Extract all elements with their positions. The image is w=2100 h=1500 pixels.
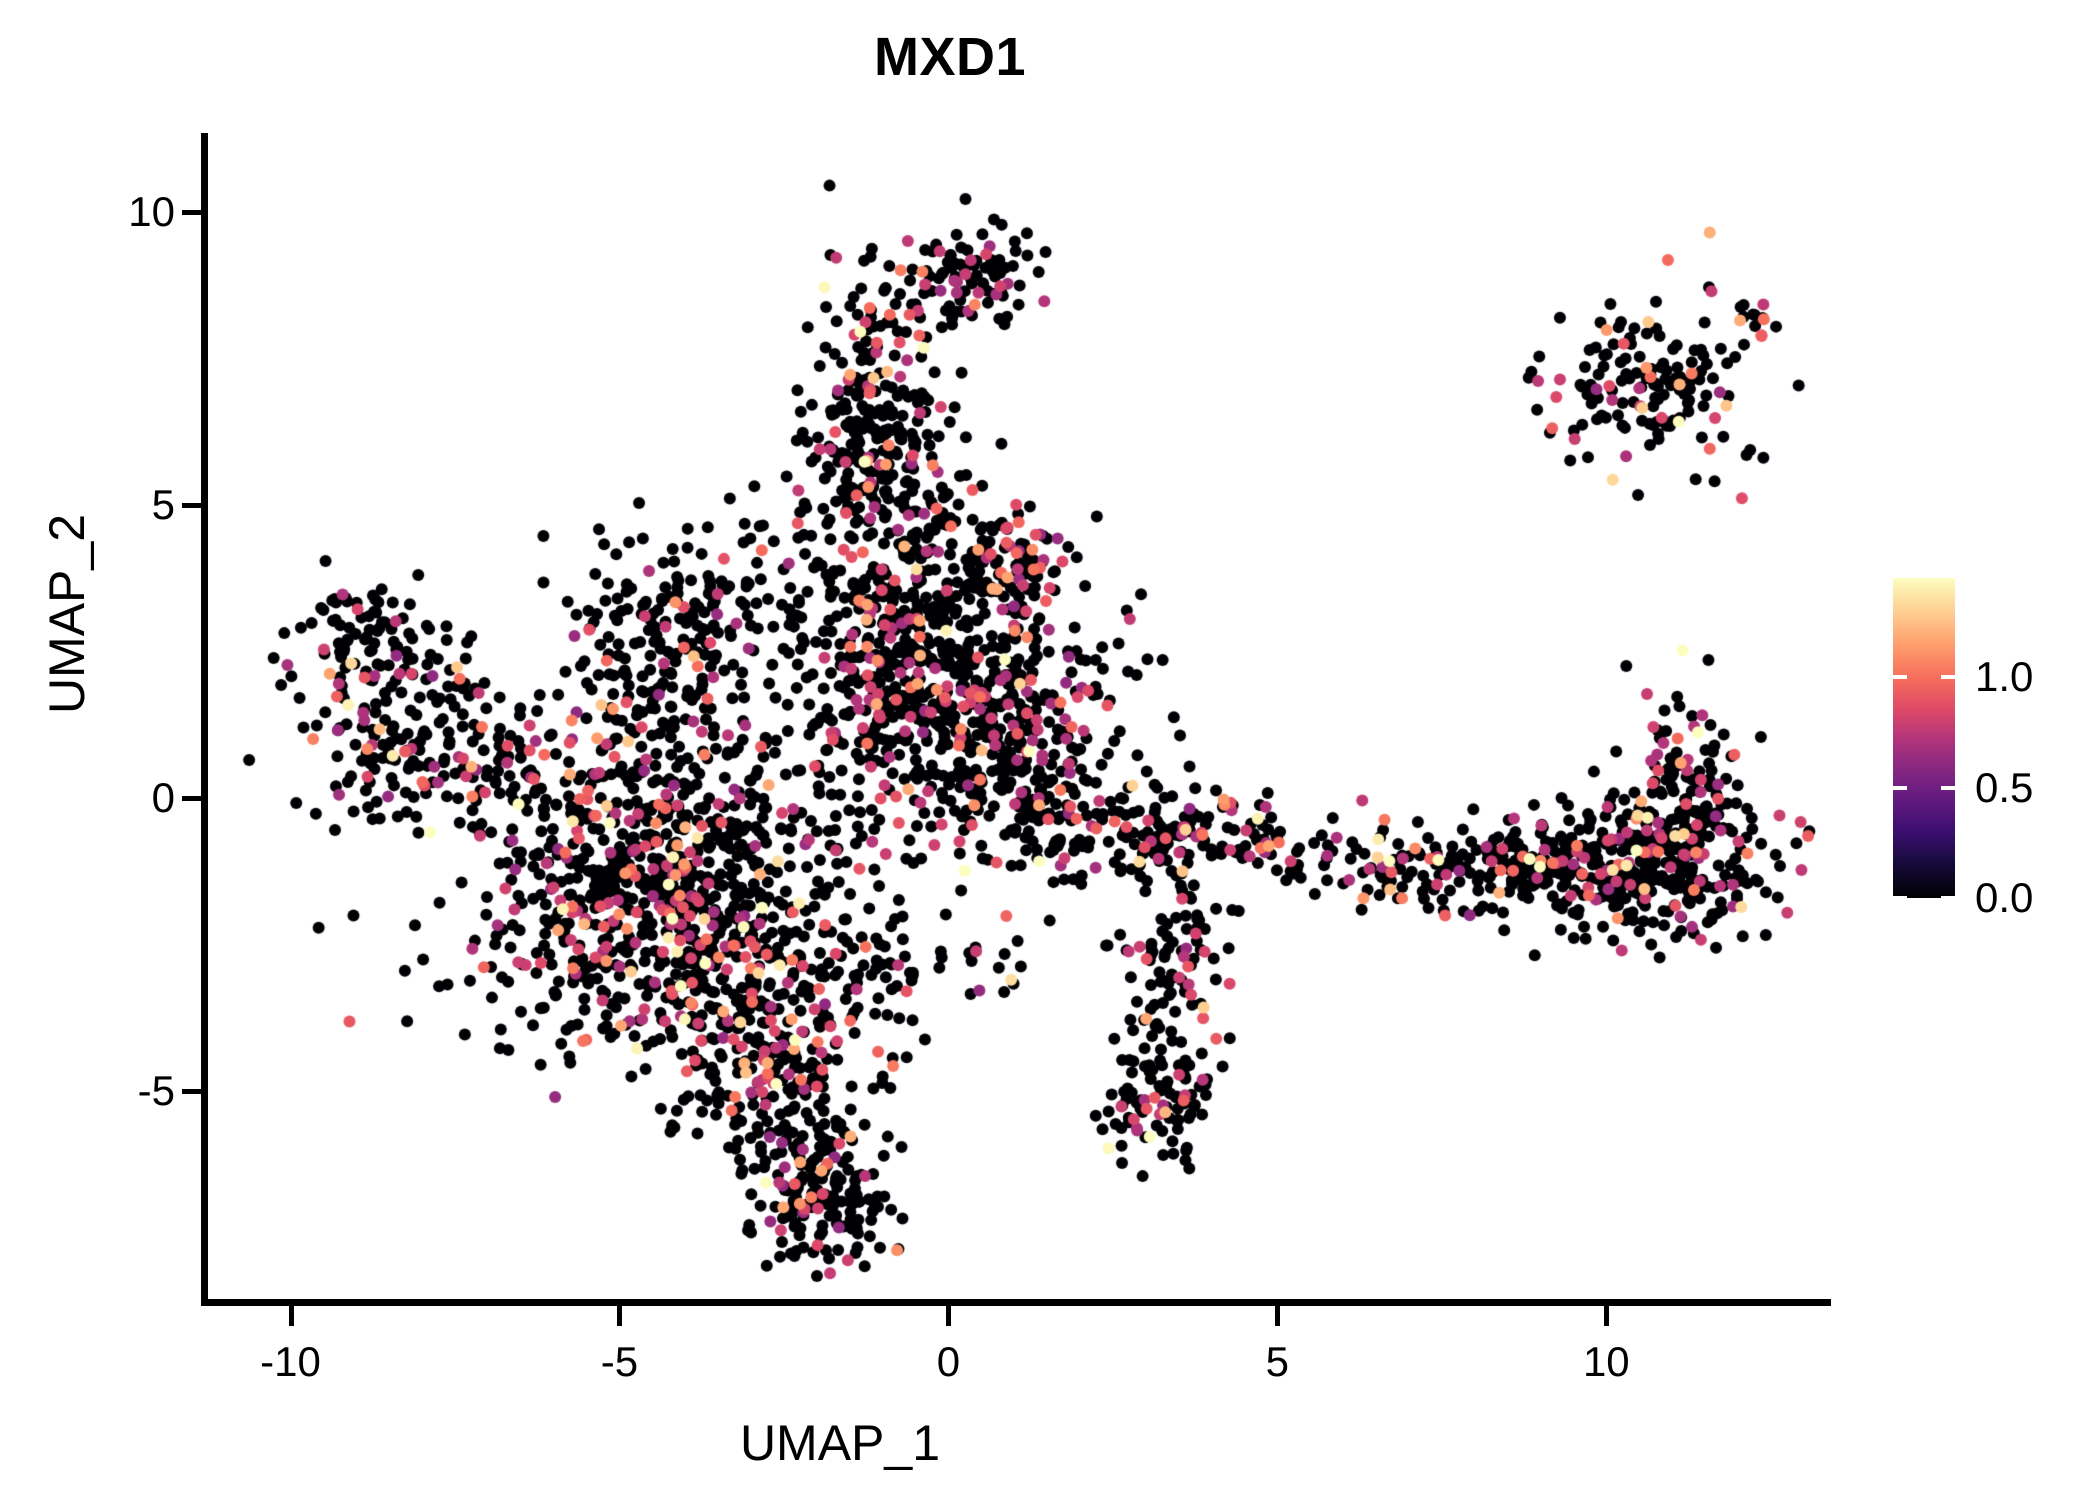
- x-tick-mark: [946, 1306, 952, 1326]
- y-tick-label: 0: [151, 774, 175, 822]
- y-tick-mark: [182, 1089, 202, 1095]
- colorbar-tick-mark: [1941, 896, 1955, 900]
- x-tick-mark: [1275, 1306, 1281, 1326]
- x-axis-line: [201, 1299, 1831, 1306]
- x-tick-label: 0: [936, 1338, 961, 1385]
- colorbar-tick-mark: [1893, 785, 1907, 790]
- x-tick-mark: [288, 1306, 294, 1326]
- colorbar-tick-mark: [1893, 675, 1907, 680]
- colorbar-tick-mark: [1941, 675, 1955, 680]
- y-axis-line: [201, 133, 208, 1305]
- y-tick-label: 5: [151, 481, 175, 529]
- colorbar-tick-label: 0.0: [1975, 874, 2034, 921]
- x-axis-title: UMAP_1: [739, 1415, 941, 1471]
- colorbar-gradient: [1893, 578, 1955, 898]
- y-tick-label: -5: [137, 1067, 175, 1115]
- y-axis-title: UMAP_2: [39, 513, 95, 715]
- colorbar-tick-label: 1.0: [1975, 653, 2034, 701]
- colorbar-tick-label: 0.5: [1975, 763, 2034, 811]
- x-tick-mark: [617, 1306, 623, 1326]
- y-tick-mark: [182, 796, 202, 802]
- x-tick-label: -5: [600, 1338, 639, 1385]
- x-tick-mark: [1604, 1306, 1610, 1326]
- x-tick-label: 5: [1265, 1338, 1290, 1385]
- y-tick-mark: [182, 503, 202, 509]
- y-tick-mark: [182, 210, 202, 216]
- y-tick-label: 10: [128, 188, 175, 236]
- x-tick-label: 10: [1582, 1338, 1630, 1385]
- x-tick-label: -10: [260, 1338, 321, 1385]
- colorbar-tick-mark: [1893, 896, 1907, 900]
- colorbar-tick-mark: [1941, 785, 1955, 790]
